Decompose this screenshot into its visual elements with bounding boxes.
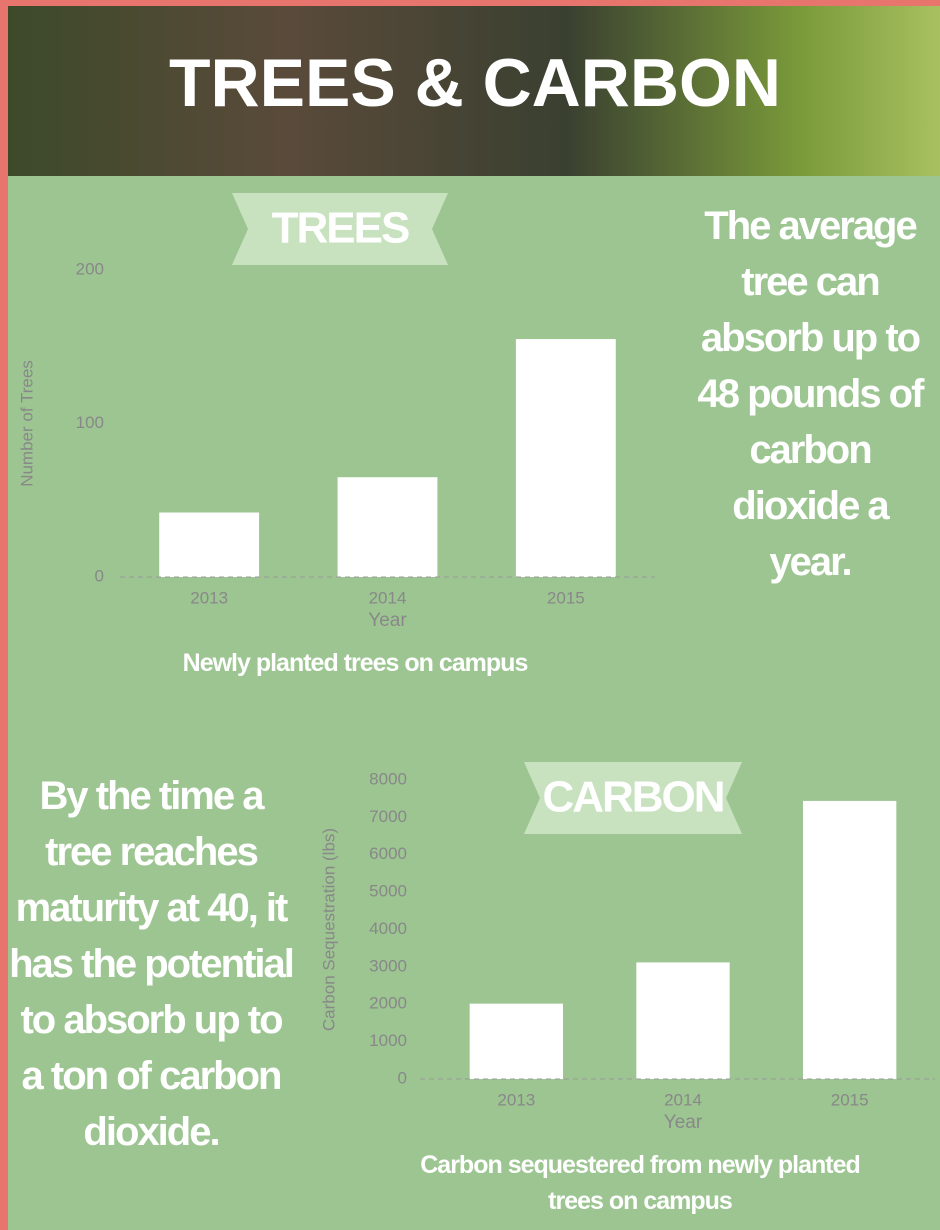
banner-heading: TREES (272, 204, 409, 253)
y-tick-label: 3000 (369, 956, 407, 975)
y-axis-label: Number of Trees (17, 360, 36, 487)
y-tick-label: 0 (95, 566, 104, 585)
bar (803, 801, 896, 1079)
y-tick-label: 100 (76, 413, 104, 432)
x-tick-label: 2015 (547, 588, 585, 607)
bar (338, 477, 438, 577)
y-tick-label: 2000 (369, 994, 407, 1013)
bar (636, 962, 729, 1079)
chart-title: Carbon sequestered from newly planted tr… (390, 1147, 890, 1219)
y-tick-label: 4000 (369, 919, 407, 938)
bar (470, 1004, 563, 1079)
y-tick-label: 1000 (369, 1031, 407, 1050)
y-tick-label: 200 (76, 259, 104, 278)
x-tick-label: 2014 (369, 588, 407, 607)
bar (516, 339, 616, 577)
y-axis-label: Carbon Sequestration (lbs) (319, 828, 338, 1031)
chart-title: Newly planted trees on campus (130, 645, 580, 681)
page-title: TREES & CARBON (169, 45, 781, 121)
banner-heading: CARBON (542, 773, 723, 822)
y-tick-label: 6000 (369, 844, 407, 863)
fact-text: The average tree can absorb up to 48 pou… (690, 198, 930, 590)
x-axis-label: Year (664, 1112, 703, 1133)
fact-text: By the time a tree reaches maturity at 4… (6, 768, 296, 1160)
x-tick-label: 2014 (664, 1090, 702, 1109)
y-tick-label: 0 (398, 1068, 407, 1087)
y-tick-label: 8000 (369, 769, 407, 788)
x-tick-label: 2013 (190, 588, 228, 607)
x-tick-label: 2013 (497, 1090, 535, 1109)
x-axis-label: Year (368, 610, 407, 631)
y-tick-label: 5000 (369, 882, 407, 901)
x-tick-label: 2015 (831, 1090, 869, 1109)
infographic: TREES & CARBON TREES 0 100 200 Number of Tre… (0, 0, 940, 1230)
y-tick-label: 7000 (369, 807, 407, 826)
bar (159, 513, 259, 577)
